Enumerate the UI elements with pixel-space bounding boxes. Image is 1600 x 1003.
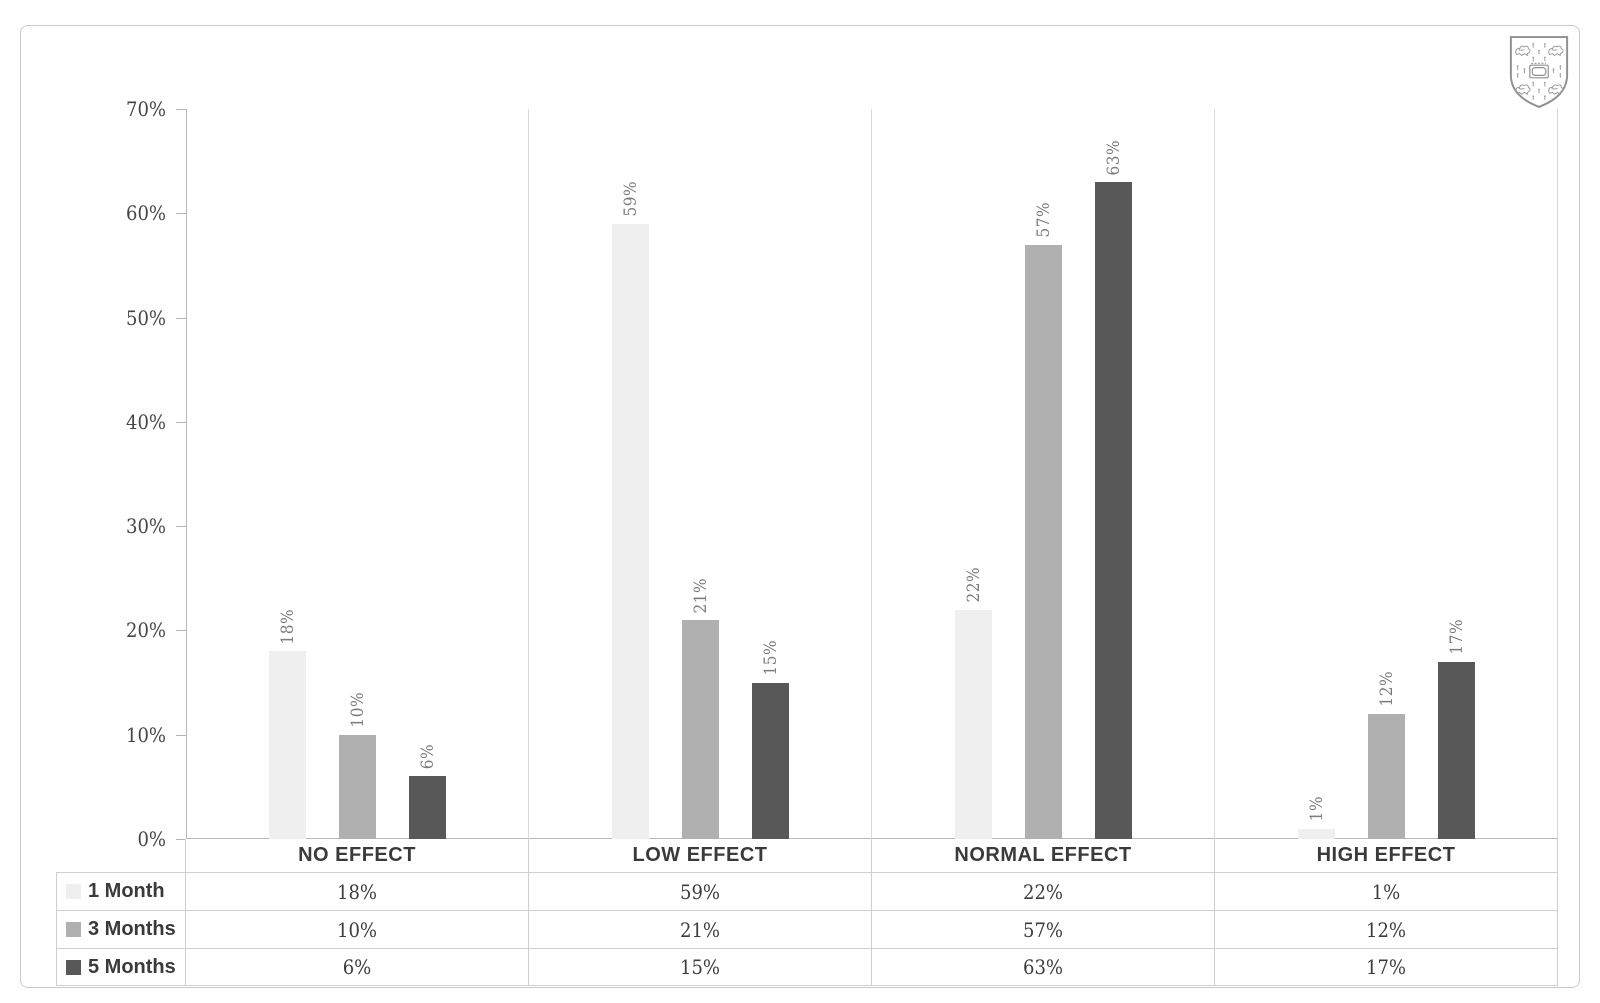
bar-data-label: 22% — [963, 567, 984, 603]
legend-cell: 1 Month — [56, 873, 186, 911]
bar-3-months-high-effect: 12% — [1368, 671, 1405, 839]
crest-book — [1529, 62, 1549, 79]
bar-data-label: 6% — [417, 744, 438, 770]
category-header-cell: NORMAL EFFECT — [872, 839, 1215, 873]
bar-data-label: 12% — [1376, 671, 1397, 707]
y-tick-label: 0% — [137, 827, 166, 851]
table-value-cell: 17% — [1215, 949, 1558, 986]
bar-1-month-high-effect: 1% — [1298, 796, 1335, 839]
table-value-cell: 22% — [872, 873, 1215, 911]
bar-label-wrap: 59% — [612, 181, 649, 217]
chart-frame: 0% 10% 20% 30% 40% 50% 60% 70% 18% 10% 6% 59% 21% 15… — [20, 25, 1580, 988]
category-header-cell: LOW EFFECT — [529, 839, 872, 873]
y-tick-mark — [176, 213, 186, 214]
y-tick-label: 20% — [126, 618, 166, 643]
bar-data-label: 59% — [620, 181, 641, 217]
legend-cell: 5 Months — [56, 949, 186, 986]
plot-area — [186, 109, 1558, 839]
bar-data-label: 15% — [760, 640, 781, 676]
legend-swatch — [66, 959, 81, 975]
bar-3-months-no-effect: 10% — [339, 692, 376, 839]
category-header-cell: HIGH EFFECT — [1215, 839, 1558, 873]
y-tick-mark — [176, 526, 186, 527]
category-column: 18% 10% 6% — [186, 109, 529, 839]
y-tick-label: 10% — [126, 722, 166, 747]
legend-label: 3 Months — [88, 918, 176, 940]
y-tick-mark — [176, 735, 186, 736]
table-value-cell: 1% — [1215, 873, 1558, 911]
legend-label: 5 Months — [88, 955, 176, 978]
table-corner-cell — [56, 839, 186, 873]
bar-label-wrap: 10% — [339, 692, 376, 728]
y-tick-label: 50% — [126, 305, 166, 330]
bar-label-wrap: 15% — [752, 640, 789, 676]
bar-5-months-normal-effect: 63% — [1095, 140, 1132, 839]
bar-data-label: 1% — [1306, 796, 1327, 822]
table-value-cell: 6% — [186, 949, 529, 986]
bar-data-label: 21% — [690, 577, 711, 614]
bar-1-month-low-effect: 59% — [612, 181, 649, 839]
bar-label-wrap: 6% — [409, 744, 446, 769]
table-value-cell: 57% — [872, 911, 1215, 949]
y-tick-label: 40% — [126, 409, 166, 434]
bar-label-wrap: 12% — [1368, 671, 1405, 707]
category-column: 22% 57% 63% — [872, 109, 1215, 839]
y-tick-label: 70% — [126, 97, 166, 121]
university-shield-crest-icon — [1509, 36, 1569, 108]
bar-3-months-normal-effect: 57% — [1025, 202, 1062, 839]
category-header-cell: NO EFFECT — [186, 839, 529, 873]
bar-data-label: 63% — [1103, 139, 1124, 176]
table-value-cell: 59% — [529, 873, 872, 911]
category-column: 59% 21% 15% — [529, 109, 872, 839]
y-tick-mark — [176, 422, 186, 423]
bar-label-wrap: 18% — [269, 609, 306, 645]
bar-data-label: 18% — [277, 608, 298, 645]
legend-swatch — [66, 922, 81, 937]
table-value-cell: 63% — [872, 949, 1215, 986]
legend-swatch — [66, 884, 81, 899]
table-value-cell: 10% — [186, 911, 529, 949]
bar-label-wrap: 57% — [1025, 202, 1062, 238]
legend-label: 1 Month — [88, 880, 165, 902]
bar-label-wrap: 21% — [682, 578, 719, 614]
category-column: 1% 12% 17% — [1215, 109, 1558, 839]
bar-5-months-no-effect: 6% — [409, 744, 446, 839]
bar-label-wrap: 1% — [1298, 796, 1335, 821]
bar-5-months-high-effect: 17% — [1438, 619, 1475, 839]
data-table: NO EFFECT LOW EFFECT NORMAL EFFECT HIGH EFF… — [56, 839, 1558, 986]
bar-data-label: 57% — [1033, 202, 1054, 238]
y-tick-mark — [176, 109, 186, 110]
bar-3-months-low-effect: 21% — [682, 578, 719, 839]
table-value-cell: 12% — [1215, 911, 1558, 949]
bar-5-months-low-effect: 15% — [752, 640, 789, 839]
bar-1-month-no-effect: 18% — [269, 609, 306, 839]
bar-label-wrap: 63% — [1095, 140, 1132, 176]
y-tick-mark — [176, 318, 186, 319]
bar-data-label: 10% — [347, 692, 368, 728]
bar-data-label: 17% — [1446, 619, 1467, 655]
bar-1-month-normal-effect: 22% — [955, 567, 992, 839]
table-value-cell: 21% — [529, 911, 872, 949]
y-tick-label: 30% — [126, 514, 166, 539]
y-tick-mark — [176, 630, 186, 631]
y-tick-label: 60% — [126, 201, 166, 226]
bar-label-wrap: 22% — [955, 567, 992, 603]
y-tick-mark — [176, 839, 186, 840]
legend-cell: 3 Months — [56, 911, 186, 949]
table-value-cell: 15% — [529, 949, 872, 986]
bar-label-wrap: 17% — [1438, 619, 1475, 655]
table-value-cell: 18% — [186, 873, 529, 911]
